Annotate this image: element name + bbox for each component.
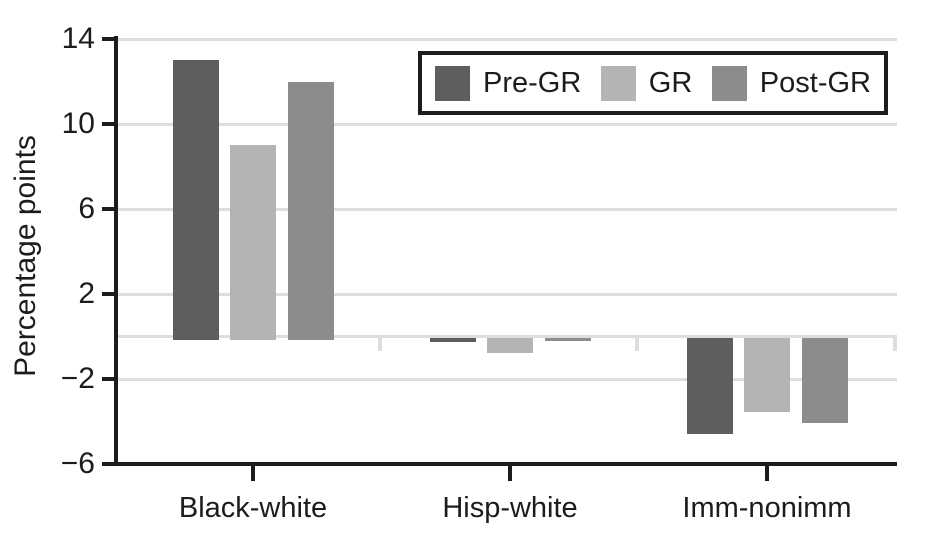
zero-line-tick-3 <box>893 337 897 351</box>
bar-gr-imm-nonimm <box>744 338 790 413</box>
y-tick-label--2: −2 <box>60 362 95 395</box>
x-tick-imm-nonimm <box>765 466 769 481</box>
x-tick-label-black-white: Black-white <box>178 492 328 524</box>
gridline-14 <box>117 37 897 41</box>
plot-layers: 14 10 6 2 −2 −6 Black-white Hisp-white Imm-nonim… <box>61 23 897 524</box>
y-tick--6 <box>102 462 115 466</box>
y-tick-6 <box>102 207 115 211</box>
gridline-2 <box>117 292 897 296</box>
y-tick-10 <box>102 122 115 126</box>
y-tick-label-14: 14 <box>61 22 95 55</box>
legend-swatch-post-gr-icon <box>711 65 747 101</box>
y-tick-label-10: 10 <box>61 107 95 140</box>
x-tick-label-hisp-white: Hisp-white <box>442 492 578 524</box>
x-tick-label-imm-nonimm: Imm-nonimm <box>682 492 852 524</box>
legend-swatch-gr-icon <box>600 65 636 101</box>
bar-post-gr-imm-nonimm <box>801 338 848 423</box>
y-tick-label-2: 2 <box>78 277 95 310</box>
x-tick-hisp-white <box>508 466 512 481</box>
bar-pre-gr-hisp-white <box>429 338 476 343</box>
y-tick-14 <box>102 37 115 41</box>
legend-label-gr: GR <box>648 66 693 99</box>
y-axis-line <box>114 36 118 466</box>
bar-gr-black-white <box>230 145 276 340</box>
bar-post-gr-black-white <box>287 81 334 340</box>
gridline--2 <box>117 377 897 381</box>
gridline-6 <box>117 207 897 211</box>
legend: Pre-GR GR Post-GR <box>418 51 888 115</box>
bar-pre-gr-imm-nonimm <box>686 338 733 434</box>
legend-item-pre-gr: Pre-GR <box>435 65 582 101</box>
x-axis-line <box>114 462 897 466</box>
gridline-0 <box>117 335 897 338</box>
x-tick-black-white <box>251 466 255 481</box>
y-tick-label--6: −6 <box>60 447 95 480</box>
legend-label-pre-gr: Pre-GR <box>483 66 582 99</box>
y-tick-label-6: 6 <box>78 192 95 225</box>
legend-item-gr: GR <box>600 65 693 101</box>
zero-line-tick-2 <box>635 337 639 351</box>
bar-gr-hisp-white <box>487 338 533 353</box>
y-tick-2 <box>102 292 115 296</box>
y-tick--2 <box>102 377 115 381</box>
y-axis-title: Percentage points <box>9 135 42 377</box>
legend-item-post-gr: Post-GR <box>711 65 871 101</box>
zero-line-tick-1 <box>378 337 382 351</box>
bar-post-gr-hisp-white <box>544 338 591 342</box>
plot-area: 14 10 6 2 −2 −6 Black-white Hisp-white Imm-nonim… <box>61 23 897 524</box>
legend-label-post-gr: Post-GR <box>759 66 871 99</box>
bar-pre-gr-black-white <box>172 60 219 340</box>
gridline-10 <box>117 122 897 126</box>
legend-swatch-pre-gr-icon <box>435 65 470 101</box>
